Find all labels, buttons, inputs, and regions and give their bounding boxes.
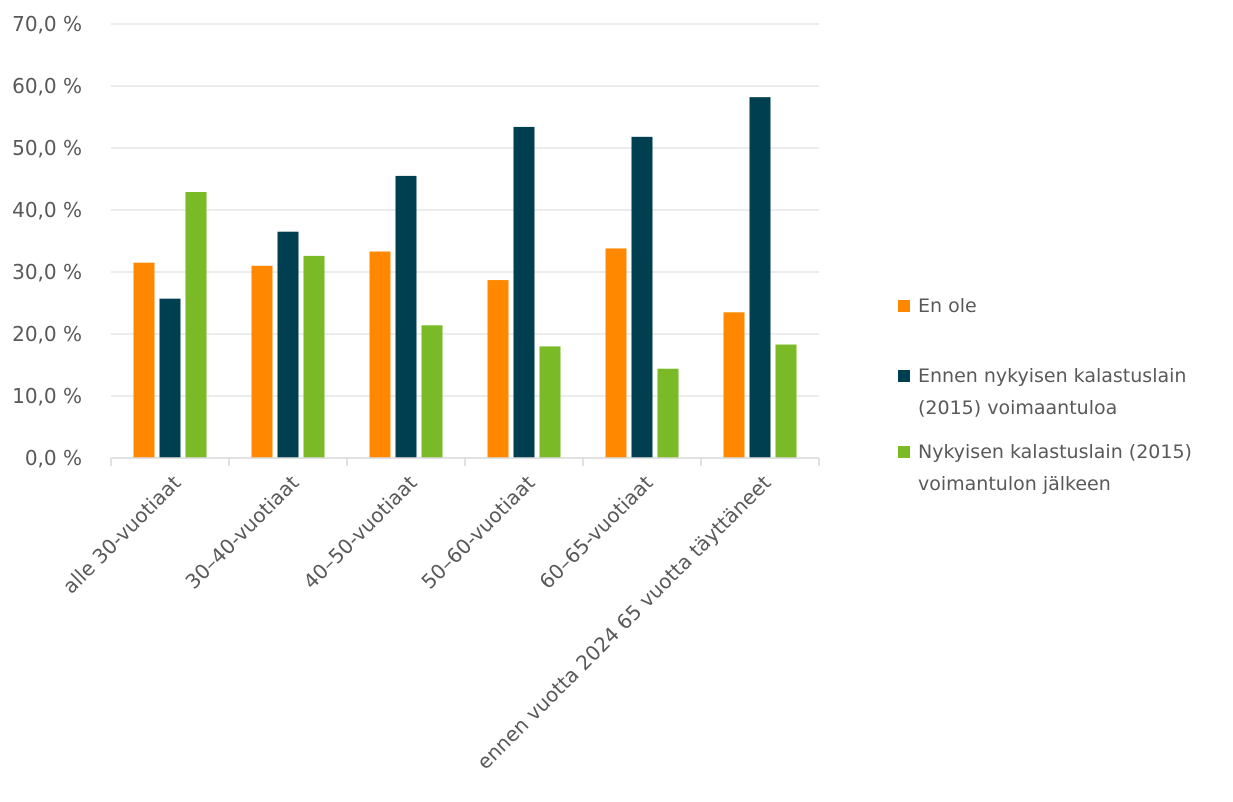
bar bbox=[251, 265, 273, 458]
bar bbox=[159, 298, 181, 458]
gridlines bbox=[111, 23, 819, 397]
x-tick-label: 60–65-vuotiaat bbox=[534, 470, 657, 593]
bar bbox=[513, 126, 535, 459]
bar bbox=[303, 255, 325, 458]
bar bbox=[775, 344, 797, 458]
bar bbox=[133, 262, 155, 458]
bar bbox=[657, 368, 679, 458]
bar bbox=[395, 175, 417, 458]
bar bbox=[487, 280, 509, 458]
bar bbox=[185, 192, 207, 458]
category-labels: alle 30-vuotiaat30–40-vuotiaat40–50-vuot… bbox=[58, 470, 776, 774]
y-tick-label: 20,0 % bbox=[12, 322, 82, 346]
y-axis-tick-labels: 0,0 % 10,0 % 20,0 % 30,0 % 40,0 % 50,0 % 60,0 … bbox=[12, 12, 82, 470]
x-axis bbox=[110, 457, 820, 466]
legend-item-ennen: Ennen nykyisen kalastuslain (2015) voima… bbox=[898, 360, 1233, 424]
y-tick-label: 0,0 % bbox=[25, 446, 82, 470]
y-tick-label: 40,0 % bbox=[12, 198, 82, 222]
bars bbox=[133, 97, 797, 459]
legend-swatch bbox=[898, 300, 910, 312]
legend-swatch bbox=[898, 370, 910, 382]
bar bbox=[369, 251, 391, 458]
bar bbox=[631, 136, 653, 458]
legend-label: Nykyisen kalastuslain (2015) voimantulon… bbox=[918, 441, 1192, 495]
bar bbox=[749, 97, 771, 458]
x-tick-label: 30–40-vuotiaat bbox=[180, 470, 303, 593]
legend-item-nykyisen: Nykyisen kalastuslain (2015) voimantulon… bbox=[898, 436, 1233, 500]
bar bbox=[539, 346, 561, 458]
legend-swatch bbox=[898, 446, 910, 458]
legend-label: En ole bbox=[918, 295, 977, 317]
bar bbox=[605, 248, 627, 458]
bar bbox=[277, 231, 299, 458]
y-tick-label: 50,0 % bbox=[12, 136, 82, 160]
y-tick-label: 60,0 % bbox=[12, 74, 82, 98]
x-tick-label: 50–60-vuotiaat bbox=[416, 470, 539, 593]
x-tick-label: 40–50-vuotiaat bbox=[298, 470, 421, 593]
bar bbox=[421, 325, 443, 458]
y-tick-label: 10,0 % bbox=[12, 384, 82, 408]
bar bbox=[723, 312, 745, 458]
y-tick-label: 70,0 % bbox=[12, 12, 82, 36]
x-tick-label: alle 30-vuotiaat bbox=[58, 470, 186, 598]
y-tick-label: 30,0 % bbox=[12, 260, 82, 284]
legend-label: Ennen nykyisen kalastuslain (2015) voima… bbox=[918, 365, 1187, 419]
legend: En ole Ennen nykyisen kalastuslain (2015… bbox=[898, 290, 1233, 512]
legend-item-en-ole: En ole bbox=[898, 290, 1233, 322]
